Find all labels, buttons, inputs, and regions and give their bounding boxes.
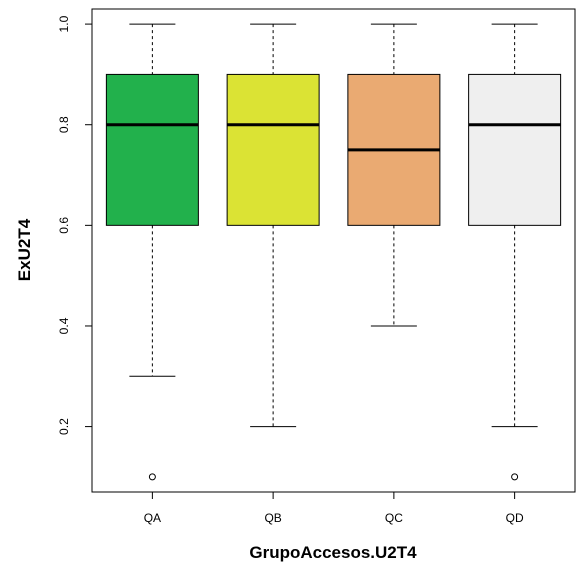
y-tick-label-0.4: 0.4 [57, 317, 71, 334]
box-qa [105, 73, 199, 226]
x-axis: QA QB QC QD [144, 492, 524, 525]
y-tick-label-0.8: 0.8 [57, 116, 71, 133]
x-tick-label-qa: QA [144, 511, 161, 525]
box-qb [226, 73, 320, 226]
x-tick-label-qc: QC [385, 511, 403, 525]
box-group-qb [226, 23, 320, 428]
y-tick-label-0.6: 0.6 [57, 217, 71, 234]
y-axis: 0.2 0.4 0.6 0.8 1.0 [57, 15, 92, 435]
plot-frame [91, 8, 576, 493]
outlier-point-qd-0 [511, 473, 519, 481]
outlier-point-qa-0 [148, 473, 156, 481]
box-group-qa [105, 23, 199, 481]
x-tick-label-qb: QB [264, 511, 281, 525]
y-tick-label-0.2: 0.2 [57, 418, 71, 435]
plot-marks [105, 23, 562, 481]
y-axis-title: ExU2T4 [15, 218, 34, 281]
x-axis-title: GrupoAccesos.U2T4 [249, 543, 417, 562]
box-qd [468, 73, 562, 226]
y-tick-label-1.0: 1.0 [57, 15, 71, 32]
box-group-qc [347, 23, 441, 327]
x-tick-label-qd: QD [506, 511, 524, 525]
box-group-qd [468, 23, 562, 481]
